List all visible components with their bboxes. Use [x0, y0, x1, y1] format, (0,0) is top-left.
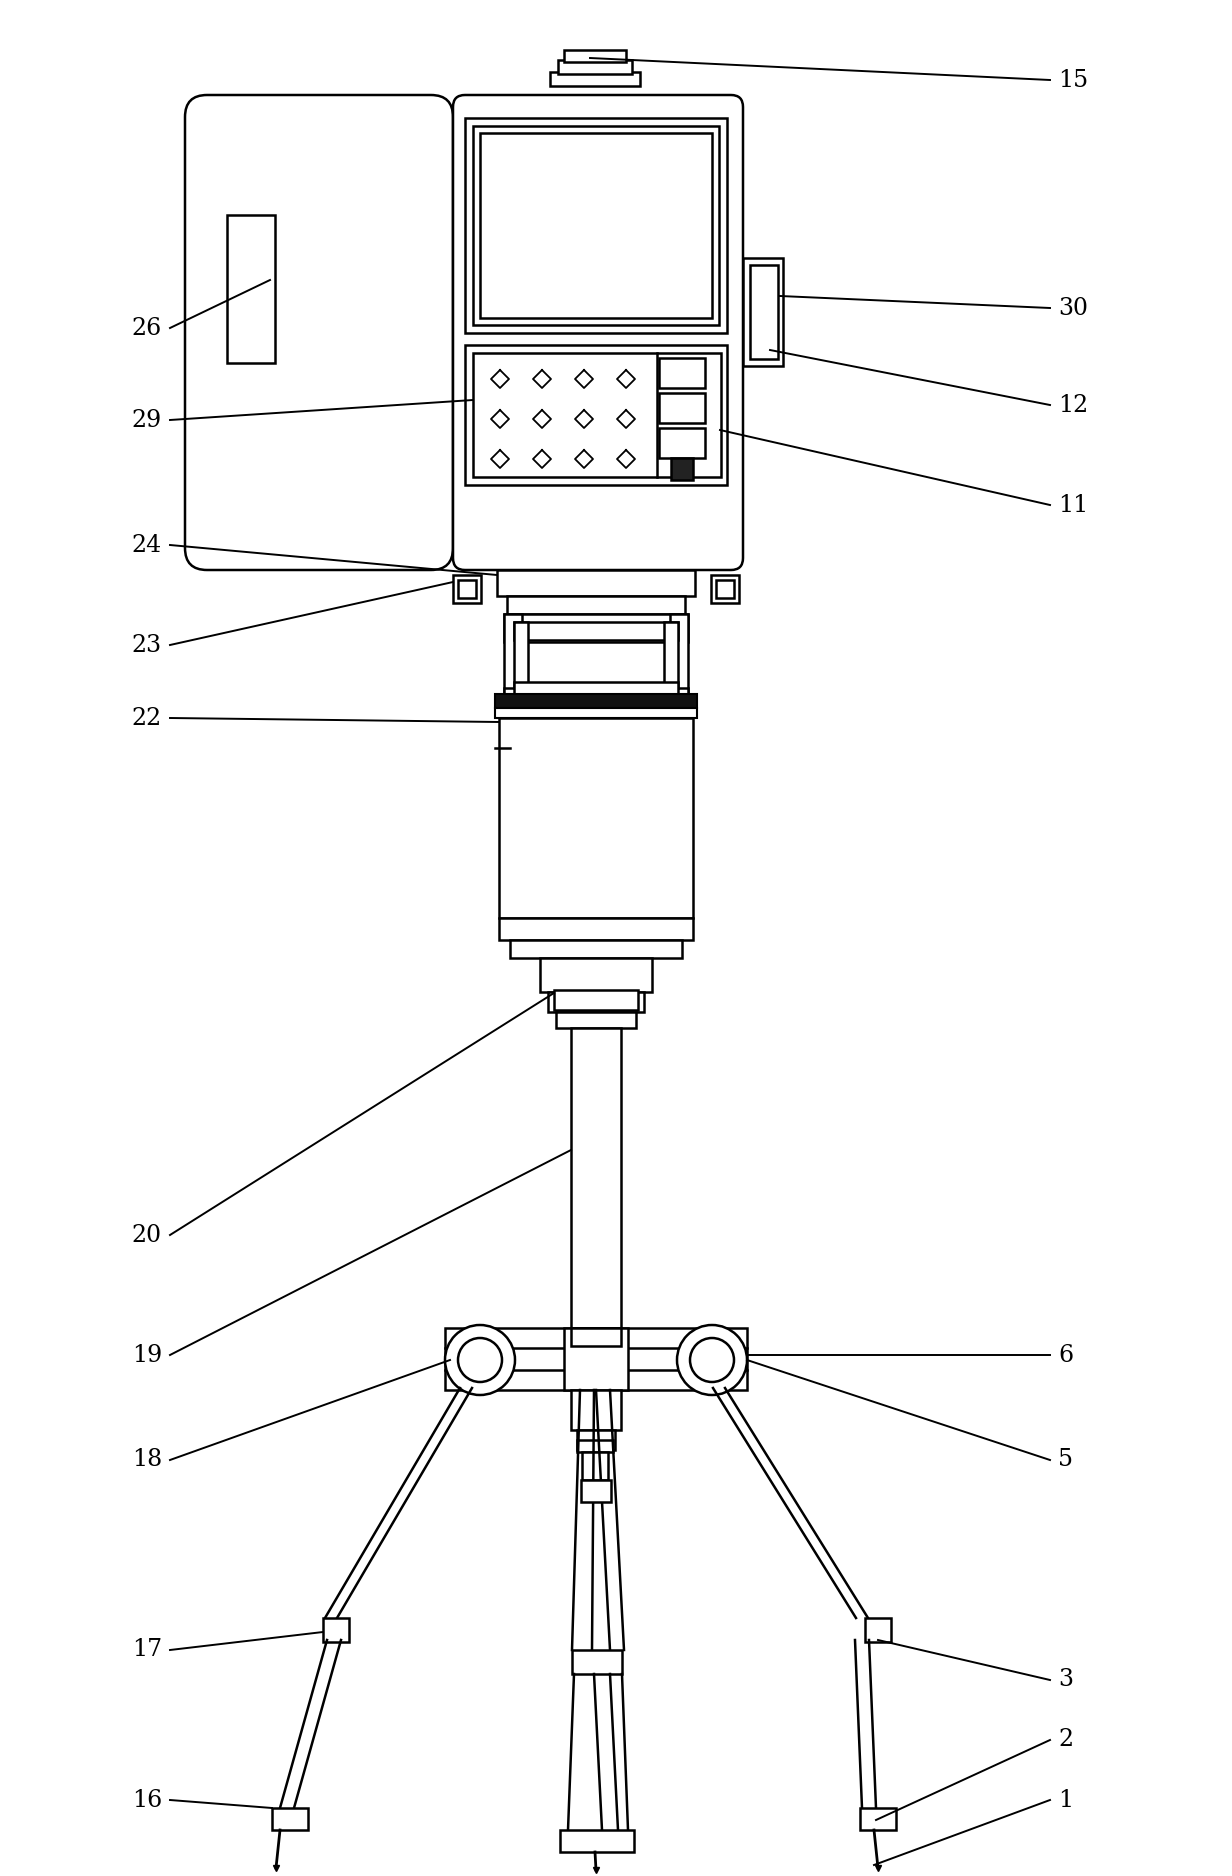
Text: 30: 30 [1058, 296, 1088, 319]
Bar [743, 259, 784, 366]
Bar [554, 991, 638, 1009]
Bar [577, 1430, 615, 1450]
Text: 23: 23 [132, 634, 161, 657]
Text: 22: 22 [132, 707, 161, 730]
Text: 5: 5 [1058, 1448, 1073, 1471]
Circle shape [678, 1324, 747, 1396]
Bar [582, 1480, 611, 1503]
Bar [561, 1829, 634, 1852]
Text: 26: 26 [132, 317, 161, 340]
Text: 1: 1 [1058, 1788, 1073, 1812]
Bar [570, 1028, 621, 1328]
Bar [458, 580, 476, 598]
Bar [514, 683, 678, 694]
Bar [495, 707, 697, 719]
Text: 19: 19 [132, 1343, 161, 1366]
Bar [549, 71, 639, 86]
Bar [453, 576, 480, 602]
Bar [473, 353, 721, 477]
Bar [514, 623, 529, 688]
Bar [558, 60, 632, 73]
Bar [272, 1808, 308, 1829]
Text: 12: 12 [1058, 394, 1088, 416]
Bar [514, 623, 678, 640]
Text: 29: 29 [132, 409, 161, 431]
Circle shape [690, 1338, 734, 1383]
Circle shape [458, 1338, 501, 1383]
Text: 17: 17 [132, 1638, 161, 1662]
Bar [504, 688, 687, 702]
Bar [711, 576, 739, 602]
Bar [865, 1617, 891, 1642]
Bar [445, 1328, 747, 1390]
Text: 18: 18 [132, 1448, 161, 1471]
Circle shape [445, 1324, 515, 1396]
Text: 16: 16 [132, 1788, 161, 1812]
Bar [480, 133, 712, 319]
Bar [670, 613, 687, 694]
Bar [495, 694, 697, 707]
Bar [671, 458, 692, 480]
Text: 6: 6 [1058, 1343, 1073, 1366]
Bar [716, 580, 734, 598]
Text: 3: 3 [1058, 1668, 1073, 1692]
Bar [464, 345, 727, 486]
Bar [577, 1441, 614, 1452]
Bar [323, 1617, 349, 1642]
Bar [582, 1452, 609, 1480]
Bar [548, 992, 644, 1011]
Bar [570, 1390, 621, 1430]
Bar [659, 358, 705, 388]
Bar [499, 917, 692, 940]
Bar [664, 623, 678, 688]
Text: 2: 2 [1058, 1728, 1073, 1752]
Bar [572, 1651, 622, 1673]
Bar [540, 959, 652, 992]
Text: 15: 15 [1058, 69, 1088, 92]
Bar [510, 940, 683, 959]
Bar [504, 613, 522, 694]
Text: 11: 11 [1058, 493, 1088, 516]
FancyBboxPatch shape [185, 96, 453, 570]
Bar [464, 118, 727, 334]
Bar [473, 126, 719, 325]
Bar [508, 597, 685, 613]
Bar [659, 428, 705, 458]
Text: 24: 24 [132, 533, 161, 557]
Bar [499, 719, 692, 917]
Bar [860, 1808, 896, 1829]
Bar [496, 570, 695, 597]
Bar [570, 1328, 621, 1345]
Bar [227, 216, 275, 362]
Text: 20: 20 [132, 1223, 161, 1246]
Bar [750, 265, 777, 358]
Bar [504, 613, 687, 642]
FancyBboxPatch shape [453, 96, 743, 570]
Bar [564, 51, 626, 62]
Bar [564, 1328, 628, 1390]
Bar [659, 392, 705, 422]
Bar [556, 1011, 636, 1028]
